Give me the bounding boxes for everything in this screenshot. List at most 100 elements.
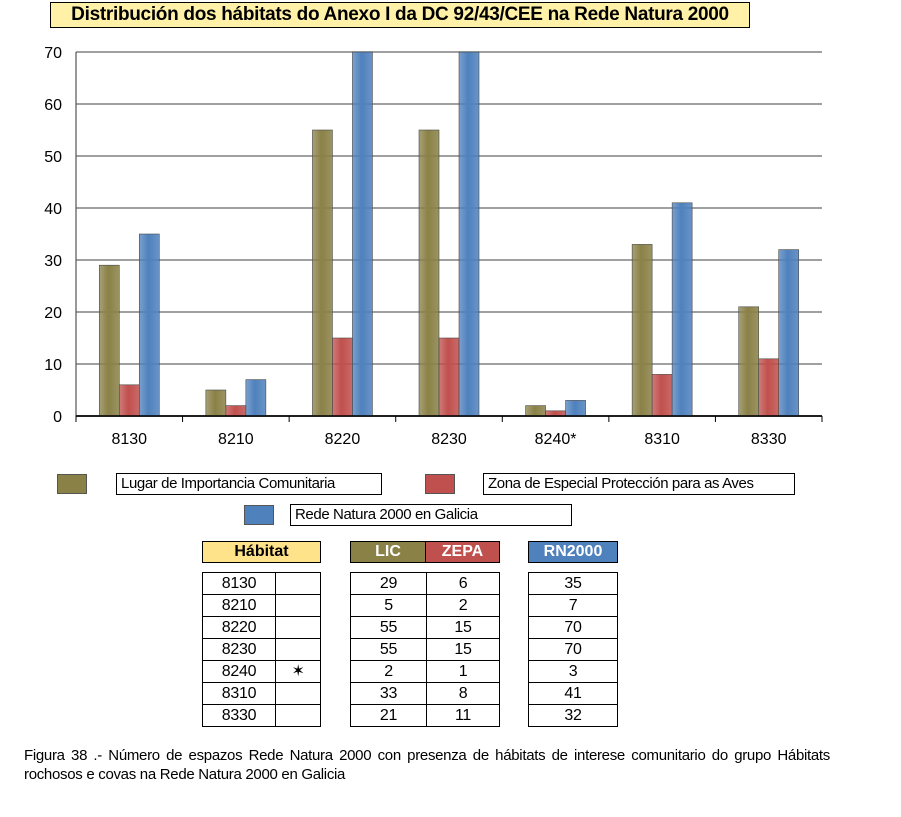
bar-lic — [525, 405, 546, 417]
x-tick-label: 8240* — [535, 431, 577, 448]
chart-title: Distribución dos hábitats do Anexo I da … — [50, 2, 750, 28]
lic-value: 21 — [350, 704, 427, 727]
habitat-table: 8130 8210 8220 8230 8240 ✶ 8310 8330 — [202, 572, 321, 727]
table-row: 29 6 — [350, 572, 500, 595]
zepa-value: 11 — [426, 704, 500, 727]
table-row: 8310 — [202, 682, 321, 705]
table-row: 70 — [528, 638, 618, 661]
table-row: 70 — [528, 616, 618, 639]
legend-swatch-lic — [57, 474, 87, 494]
y-tick-label: 60 — [44, 97, 62, 114]
bar-rn2000 — [565, 400, 586, 417]
lic-value: 55 — [350, 616, 427, 639]
rn2000-table: 35 7 70 70 3 41 32 — [528, 572, 618, 727]
rn2000-header: RN2000 — [528, 541, 618, 563]
x-tick-label: 8220 — [325, 431, 361, 448]
bar-zepa — [118, 384, 140, 417]
chart-axes: 0 10 20 30 40 50 60 70 8130 8210 8220 8230 8240* 8310… — [44, 45, 823, 448]
chart-bars — [98, 51, 800, 417]
table-row: 8330 — [202, 704, 321, 727]
y-tick-label: 20 — [44, 305, 62, 322]
rn2000-value: 3 — [528, 660, 618, 683]
table-row: 3 — [528, 660, 618, 683]
bar-lic — [418, 129, 440, 417]
lic-header: LIC — [350, 541, 426, 563]
bar-chart: 0 10 20 30 40 50 60 70 8130 8210 8220 8230 8240* 8310… — [44, 45, 823, 448]
habitat-code: 8210 — [202, 594, 276, 617]
bar-rn2000 — [245, 379, 267, 417]
zepa-value: 15 — [426, 638, 500, 661]
zepa-value: 6 — [426, 572, 500, 595]
bar-lic — [631, 244, 653, 417]
bar-lic — [98, 264, 120, 417]
zepa-value: 2 — [426, 594, 500, 617]
priority-mark — [275, 682, 321, 705]
table-row: 33 8 — [350, 682, 500, 705]
zepa-value: 8 — [426, 682, 500, 705]
figure-caption: Figura 38 .- Número de espazos Rede Natu… — [24, 747, 830, 783]
x-tick-label: 8130 — [111, 431, 147, 448]
bar-rn2000 — [778, 249, 800, 417]
y-tick-label: 30 — [44, 253, 62, 270]
bar-rn2000 — [138, 233, 160, 417]
legend-label-zepa: Zona de Especial Protección para as Aves — [483, 473, 795, 495]
table-row: 8230 — [202, 638, 321, 661]
habitat-header: Hábitat — [202, 541, 321, 563]
y-tick-label: 70 — [44, 45, 62, 62]
bar-zepa — [332, 337, 353, 417]
rn2000-value: 7 — [528, 594, 618, 617]
rn2000-value: 70 — [528, 638, 618, 661]
habitat-code: 8230 — [202, 638, 276, 661]
bar-lic — [312, 129, 333, 417]
lic-zepa-table: 29 6 5 2 55 15 55 15 2 1 33 8 21 11 — [350, 572, 500, 727]
table-row: 21 11 — [350, 704, 500, 727]
table-row: 35 — [528, 572, 618, 595]
legend-swatch-zepa — [425, 474, 455, 494]
table-row: 8210 — [202, 594, 321, 617]
table-row: 8240 ✶ — [202, 660, 321, 683]
rn2000-value: 32 — [528, 704, 618, 727]
habitat-code: 8220 — [202, 616, 276, 639]
y-tick-label: 50 — [44, 149, 62, 166]
zepa-header: ZEPA — [425, 541, 500, 563]
bar-zepa — [651, 374, 673, 417]
bar-lic — [738, 306, 760, 417]
bar-zepa — [438, 337, 460, 417]
table-row: 41 — [528, 682, 618, 705]
table-row: 8130 — [202, 572, 321, 595]
habitat-code: 8310 — [202, 682, 276, 705]
zepa-value: 15 — [426, 616, 500, 639]
y-tick-label: 40 — [44, 201, 62, 218]
table-row: 2 1 — [350, 660, 500, 683]
lic-value: 29 — [350, 572, 427, 595]
table-row: 7 — [528, 594, 618, 617]
bar-rn2000 — [671, 202, 693, 417]
bar-zepa — [758, 358, 780, 417]
legend-label-rn2000: Rede Natura 2000 en Galicia — [290, 504, 572, 526]
priority-mark: ✶ — [275, 660, 321, 683]
lic-value: 33 — [350, 682, 427, 705]
bar-lic — [205, 389, 227, 417]
habitat-code: 8130 — [202, 572, 276, 595]
table-row: 32 — [528, 704, 618, 727]
table-row: 5 2 — [350, 594, 500, 617]
bar-rn2000 — [458, 51, 480, 417]
legend-swatch-rn2000 — [244, 505, 274, 525]
zepa-value: 1 — [426, 660, 500, 683]
table-row: 55 15 — [350, 638, 500, 661]
rn2000-value: 70 — [528, 616, 618, 639]
legend-label-lic: Lugar de Importancia Comunitaria — [116, 473, 382, 495]
lic-value: 55 — [350, 638, 427, 661]
table-row: 8220 — [202, 616, 321, 639]
x-tick-label: 8230 — [431, 431, 467, 448]
lic-value: 5 — [350, 594, 427, 617]
x-tick-label: 8330 — [751, 431, 787, 448]
habitat-code: 8330 — [202, 704, 276, 727]
x-tick-label: 8210 — [218, 431, 254, 448]
bar-rn2000 — [352, 51, 373, 417]
lic-value: 2 — [350, 660, 427, 683]
priority-mark — [275, 638, 321, 661]
priority-mark — [275, 572, 321, 595]
rn2000-value: 41 — [528, 682, 618, 705]
y-tick-label: 0 — [53, 409, 62, 426]
